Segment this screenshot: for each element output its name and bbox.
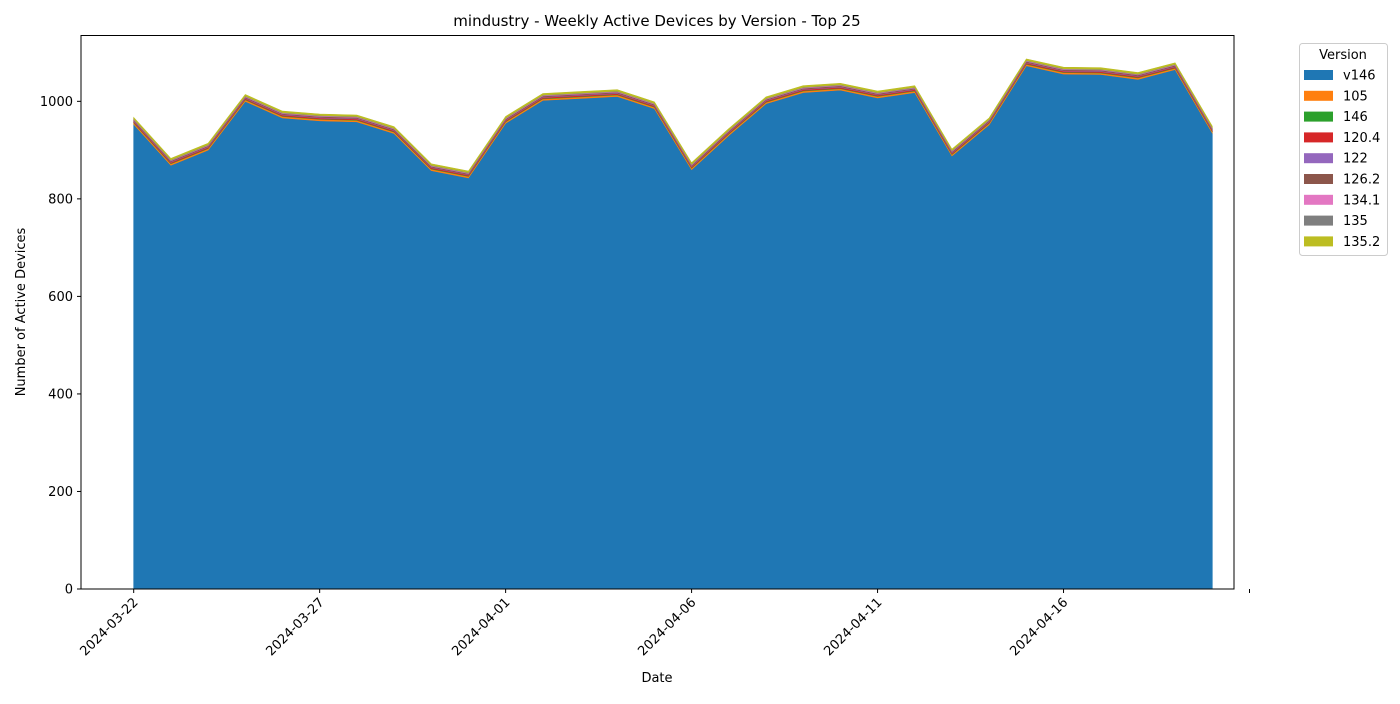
y-axis: 0 200 400 600 800 1000 [40,95,81,598]
legend-swatch [1304,236,1333,247]
x-axis-label: Date [641,671,672,686]
legend-label: 126.2 [1343,173,1380,188]
y-tick-label: 0 [65,583,73,598]
x-tick-label: 2024-04-01 [449,595,513,659]
legend-label: 135 [1343,214,1368,229]
legend-swatch [1304,70,1333,80]
x-tick-label: 2024-04-06 [635,595,699,659]
legend-label: 120.4 [1343,131,1380,146]
y-tick-label: 800 [48,192,73,207]
y-tick-label: 200 [48,485,73,500]
legend-swatch [1304,111,1333,122]
legend-items: v146 105 146 120.4 122 126.2 134.1 135 135.2 [1304,69,1380,250]
legend-label: 105 [1343,89,1368,104]
legend-label: 146 [1343,110,1368,125]
legend-swatch [1304,194,1333,205]
legend-title: Version [1319,48,1367,63]
x-tick-label: 2024-03-27 [263,595,327,659]
legend-swatch [1304,153,1333,164]
legend-swatch [1304,132,1333,143]
area-series-0 [133,65,1213,590]
area-series-8 [133,58,1213,173]
y-axis-label: Number of Active Devices [14,227,29,396]
plot-frame [80,35,1235,590]
chart-title: mindustry - Weekly Active Devices by Ver… [453,12,860,30]
x-tick-label: 2024-04-16 [1007,595,1071,659]
legend-swatch [1304,174,1333,184]
legend-label: v146 [1343,69,1376,84]
legend-swatch [1304,215,1333,226]
x-tick-label: 2024-03-22 [77,595,141,659]
legend: Version v146 105 146 120.4 122 126.2 134.1 135 1… [1299,43,1388,256]
legend-label: 135.2 [1343,235,1380,250]
x-axis: 2024-03-22 2024-03-27 2024-04-01 2024-04-06… [77,589,1250,659]
stacked-areas [133,58,1213,590]
legend-swatch [1304,90,1333,101]
y-tick-label: 400 [48,387,73,402]
y-tick-label: 1000 [40,95,73,110]
legend-label: 122 [1343,152,1368,167]
y-tick-label: 600 [48,290,73,305]
x-tick-label: 2024-04-11 [821,595,885,659]
legend-label: 134.1 [1343,193,1380,208]
